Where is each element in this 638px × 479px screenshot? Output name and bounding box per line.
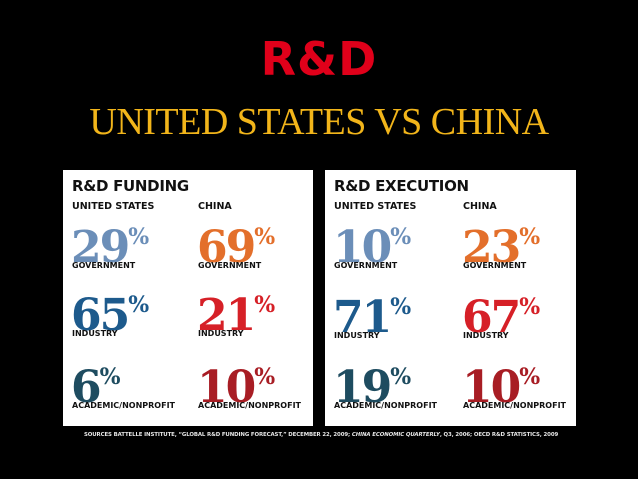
stat-value: 71% <box>333 292 412 343</box>
stat-value: 19% <box>333 362 412 413</box>
panel-title: R&D EXECUTION <box>334 177 469 195</box>
slide-subtitle: UNITED STATES VS CHINA <box>89 101 549 143</box>
stat-us-academic: 6% ACADEMIC/NONPROFIT <box>71 354 189 416</box>
stat-us-academic: 19% ACADEMIC/NONPROFIT <box>333 354 451 416</box>
stat-value: 23% <box>462 222 541 273</box>
stat-value: 10% <box>462 362 541 413</box>
stat-value: 69% <box>197 222 276 273</box>
slide-title: R&D <box>260 32 378 86</box>
stat-us-government: 29% GOVERNMENT <box>71 214 189 276</box>
stat-label: ACADEMIC/NONPROFIT <box>72 401 176 410</box>
column-header-us: UNITED STATES <box>72 201 155 212</box>
stat-china-government: 69% GOVERNMENT <box>197 214 315 276</box>
stat-label: INDUSTRY <box>334 331 380 340</box>
stat-china-industry: 67% INDUSTRY <box>462 284 580 346</box>
stat-label: ACADEMIC/NONPROFIT <box>334 401 438 410</box>
stat-us-industry: 65% INDUSTRY <box>71 282 189 344</box>
stat-value: 29% <box>71 222 150 273</box>
column-header-china: CHINA <box>463 201 497 212</box>
stat-value: 10% <box>197 362 276 413</box>
stat-value: 6% <box>71 362 121 413</box>
rd-execution-panel: R&D EXECUTION UNITED STATES CHINA 10% GO… <box>325 170 576 426</box>
stat-us-government: 10% GOVERNMENT <box>333 214 451 276</box>
stat-label: INDUSTRY <box>198 329 244 338</box>
column-header-us: UNITED STATES <box>334 201 417 212</box>
stat-china-government: 23% GOVERNMENT <box>462 214 580 276</box>
stat-label: GOVERNMENT <box>334 261 398 270</box>
rd-funding-panel: R&D FUNDING UNITED STATES CHINA 29% GOVE… <box>63 170 313 426</box>
stat-value: 21% <box>197 290 276 341</box>
stat-china-industry: 21% INDUSTRY <box>197 282 315 344</box>
stat-label: GOVERNMENT <box>72 261 136 270</box>
stat-label: GOVERNMENT <box>198 261 262 270</box>
column-header-china: CHINA <box>198 201 232 212</box>
stat-us-industry: 71% INDUSTRY <box>333 284 451 346</box>
stat-label: INDUSTRY <box>463 331 509 340</box>
stat-china-academic: 10% ACADEMIC/NONPROFIT <box>462 354 580 416</box>
stat-china-academic: 10% ACADEMIC/NONPROFIT <box>197 354 315 416</box>
stat-value: 67% <box>462 292 541 343</box>
sources-footnote: SOURCES BATTELLE INSTITUTE, “GLOBAL R&D … <box>84 432 559 438</box>
panel-title: R&D FUNDING <box>72 177 189 195</box>
stat-value: 65% <box>71 290 150 341</box>
stat-label: INDUSTRY <box>72 329 118 338</box>
stat-label: ACADEMIC/NONPROFIT <box>463 401 567 410</box>
stat-value: 10% <box>333 222 412 273</box>
stat-label: ACADEMIC/NONPROFIT <box>198 401 302 410</box>
stat-label: GOVERNMENT <box>463 261 527 270</box>
